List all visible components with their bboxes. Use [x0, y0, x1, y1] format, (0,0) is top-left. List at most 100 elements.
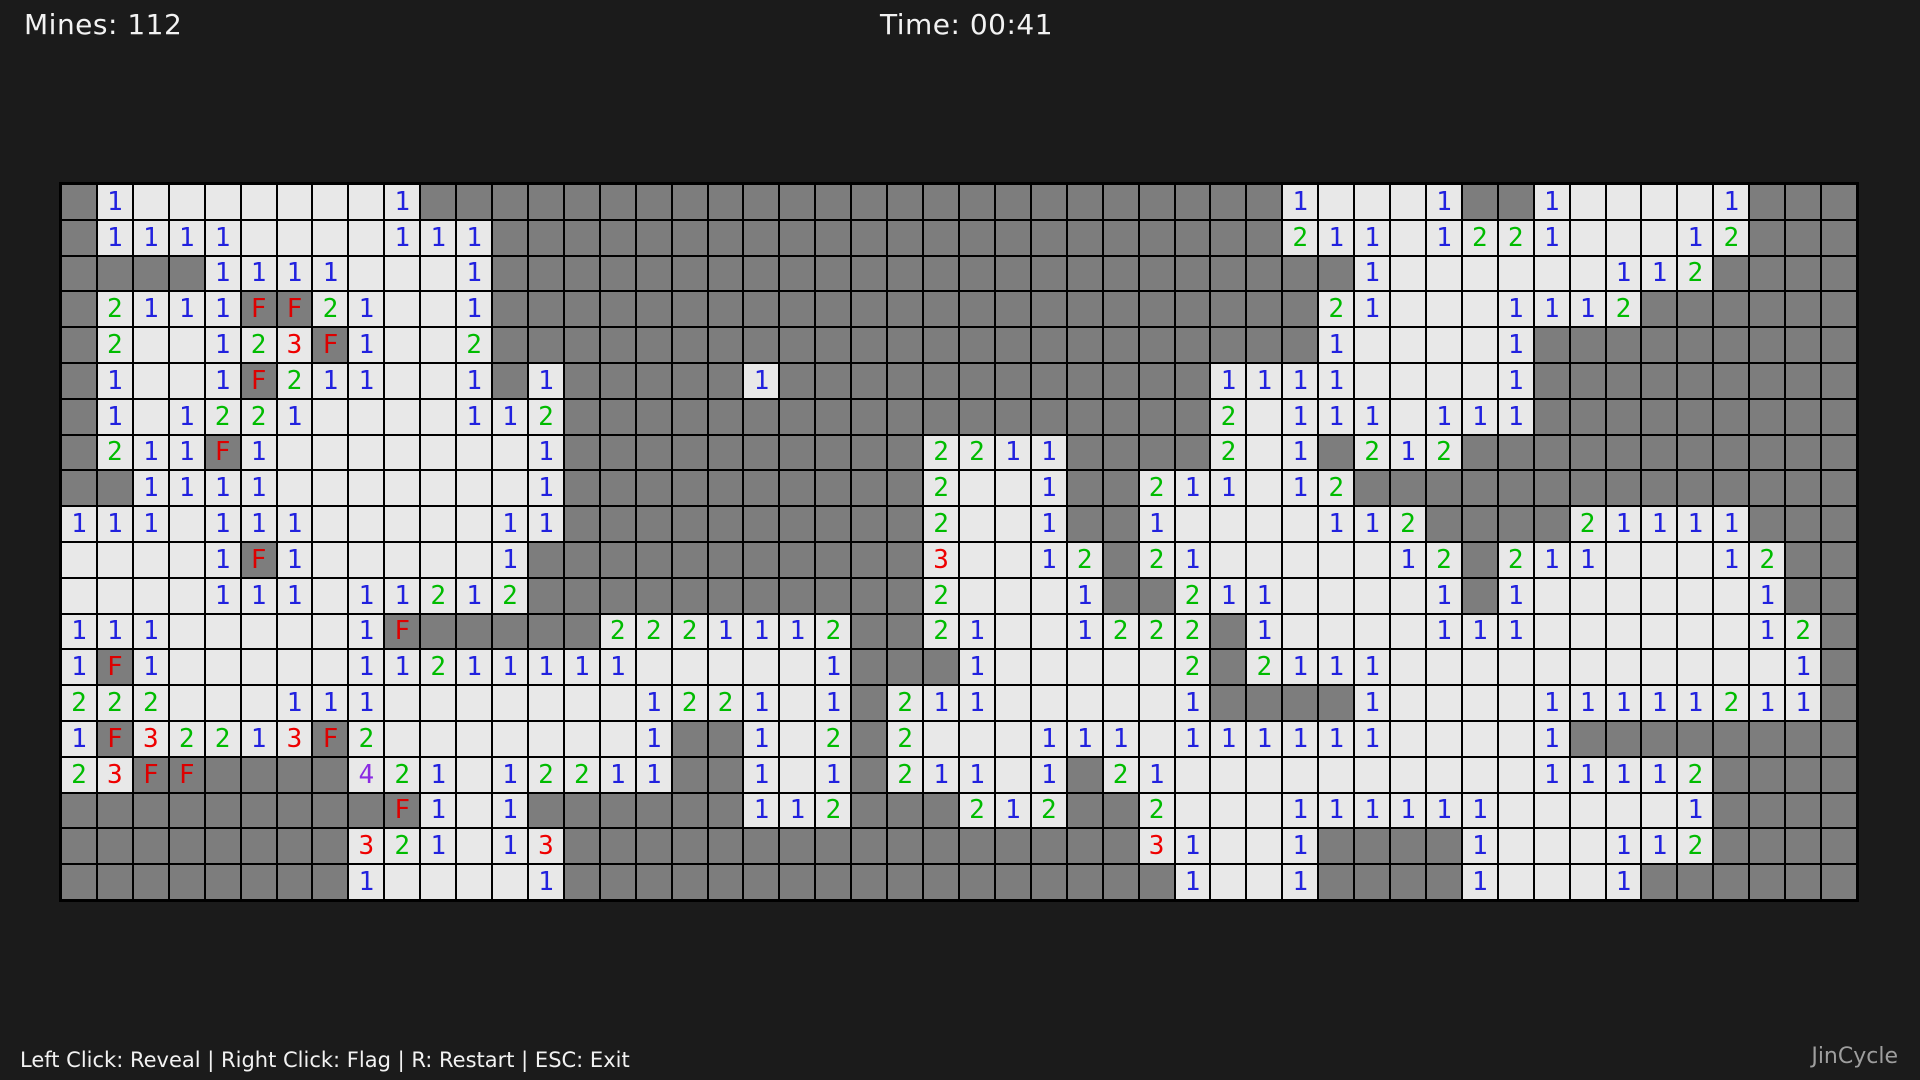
cell-r7-c48[interactable] [1786, 435, 1821, 470]
cell-r14-c47[interactable]: 1 [1750, 686, 1785, 720]
cell-r1-c17[interactable] [672, 220, 707, 255]
cell-r17-c48[interactable] [1786, 793, 1821, 828]
cell-r0-c18[interactable] [708, 185, 743, 219]
cell-r14-c10[interactable] [421, 686, 456, 720]
cell-r2-c10[interactable] [421, 256, 456, 291]
cell-r17-c46[interactable] [1714, 793, 1749, 828]
cell-r17-c28[interactable] [1067, 793, 1102, 828]
cell-r19-c32[interactable] [1211, 865, 1246, 899]
cell-r2-c0[interactable] [62, 256, 96, 291]
cell-r10-c12[interactable]: 1 [493, 542, 527, 577]
cell-r0-c41[interactable]: 1 [1534, 185, 1569, 219]
cell-r14-c7[interactable]: 1 [313, 686, 348, 720]
cell-r2-c41[interactable] [1534, 256, 1569, 291]
cell-r16-c35[interactable] [1319, 757, 1354, 792]
cell-r18-c32[interactable] [1211, 829, 1246, 864]
cell-r4-c20[interactable] [780, 328, 815, 362]
cell-r2-c18[interactable] [708, 256, 743, 291]
cell-r8-c17[interactable] [672, 471, 707, 506]
cell-r19-c14[interactable] [564, 865, 599, 899]
cell-r15-c32[interactable]: 1 [1211, 721, 1246, 756]
cell-r16-c10[interactable]: 1 [421, 757, 456, 792]
cell-r18-c48[interactable] [1786, 829, 1821, 864]
cell-r6-c48[interactable] [1786, 399, 1821, 434]
cell-r0-c2[interactable] [133, 185, 168, 219]
cell-r2-c44[interactable]: 1 [1642, 256, 1677, 291]
cell-r19-c3[interactable] [169, 865, 204, 899]
cell-r9-c41[interactable] [1534, 507, 1569, 541]
cell-r16-c31[interactable] [1175, 757, 1210, 792]
cell-r3-c35[interactable]: 2 [1319, 292, 1354, 327]
cell-r19-c19[interactable] [744, 865, 779, 899]
cell-r11-c16[interactable] [636, 578, 671, 613]
cell-r7-c40[interactable] [1498, 435, 1533, 470]
cell-r15-c4[interactable]: 2 [205, 721, 240, 756]
cell-r14-c1[interactable]: 2 [97, 686, 132, 720]
cell-r10-c37[interactable]: 1 [1391, 542, 1425, 577]
cell-r18-c15[interactable] [600, 829, 635, 864]
cell-r1-c19[interactable] [744, 220, 779, 255]
cell-r18-c25[interactable] [959, 829, 994, 864]
cell-r10-c36[interactable] [1355, 542, 1390, 577]
cell-r6-c24[interactable] [924, 399, 958, 434]
cell-r15-c12[interactable] [493, 721, 527, 756]
cell-r5-c41[interactable] [1534, 363, 1569, 398]
cell-r9-c31[interactable] [1175, 507, 1210, 541]
cell-r8-c36[interactable] [1355, 471, 1390, 506]
cell-r18-c21[interactable] [816, 829, 851, 864]
cell-r10-c40[interactable]: 2 [1498, 542, 1533, 577]
cell-r5-c12[interactable] [493, 363, 527, 398]
cell-r1-c16[interactable] [636, 220, 671, 255]
cell-r3-c5[interactable]: F [241, 292, 276, 327]
cell-r15-c11[interactable] [457, 721, 492, 756]
cell-r12-c8[interactable]: 1 [349, 614, 384, 649]
cell-r15-c31[interactable]: 1 [1175, 721, 1210, 756]
cell-r0-c8[interactable] [349, 185, 384, 219]
cell-r0-c31[interactable] [1175, 185, 1210, 219]
cell-r3-c37[interactable] [1391, 292, 1425, 327]
cell-r5-c34[interactable]: 1 [1283, 363, 1318, 398]
cell-r15-c15[interactable] [600, 721, 635, 756]
cell-r19-c27[interactable] [1031, 865, 1066, 899]
cell-r11-c29[interactable] [1103, 578, 1138, 613]
cell-r17-c16[interactable] [636, 793, 671, 828]
cell-r5-c17[interactable] [672, 363, 707, 398]
cell-r13-c20[interactable] [780, 650, 815, 685]
cell-r3-c38[interactable] [1426, 292, 1461, 327]
cell-r13-c25[interactable]: 1 [959, 650, 994, 685]
cell-r17-c31[interactable] [1175, 793, 1210, 828]
cell-r7-c19[interactable] [744, 435, 779, 470]
cell-r5-c18[interactable] [708, 363, 743, 398]
cell-r14-c0[interactable]: 2 [62, 686, 96, 720]
cell-r4-c36[interactable] [1355, 328, 1390, 362]
cell-r15-c39[interactable] [1462, 721, 1497, 756]
cell-r9-c48[interactable] [1786, 507, 1821, 541]
cell-r8-c7[interactable] [313, 471, 348, 506]
cell-r9-c8[interactable] [349, 507, 384, 541]
cell-r2-c34[interactable] [1283, 256, 1318, 291]
cell-r13-c28[interactable] [1067, 650, 1102, 685]
cell-r9-c44[interactable]: 1 [1642, 507, 1677, 541]
cell-r19-c1[interactable] [97, 865, 132, 899]
cell-r5-c14[interactable] [564, 363, 599, 398]
cell-r0-c26[interactable] [995, 185, 1030, 219]
cell-r7-c37[interactable]: 1 [1391, 435, 1425, 470]
cell-r17-c1[interactable] [97, 793, 132, 828]
cell-r5-c47[interactable] [1750, 363, 1785, 398]
cell-r7-c9[interactable] [385, 435, 420, 470]
cell-r10-c13[interactable] [528, 542, 563, 577]
cell-r8-c18[interactable] [708, 471, 743, 506]
cell-r7-c23[interactable] [888, 435, 923, 470]
cell-r14-c28[interactable] [1067, 686, 1102, 720]
cell-r17-c42[interactable] [1570, 793, 1605, 828]
cell-r1-c2[interactable]: 1 [133, 220, 168, 255]
cell-r2-c29[interactable] [1103, 256, 1138, 291]
cell-r17-c30[interactable]: 2 [1139, 793, 1174, 828]
cell-r7-c31[interactable] [1175, 435, 1210, 470]
cell-r18-c7[interactable] [313, 829, 348, 864]
cell-r12-c24[interactable]: 2 [924, 614, 958, 649]
cell-r10-c33[interactable] [1247, 542, 1282, 577]
cell-r19-c2[interactable] [133, 865, 168, 899]
cell-r5-c4[interactable]: 1 [205, 363, 240, 398]
cell-r12-c1[interactable]: 1 [97, 614, 132, 649]
